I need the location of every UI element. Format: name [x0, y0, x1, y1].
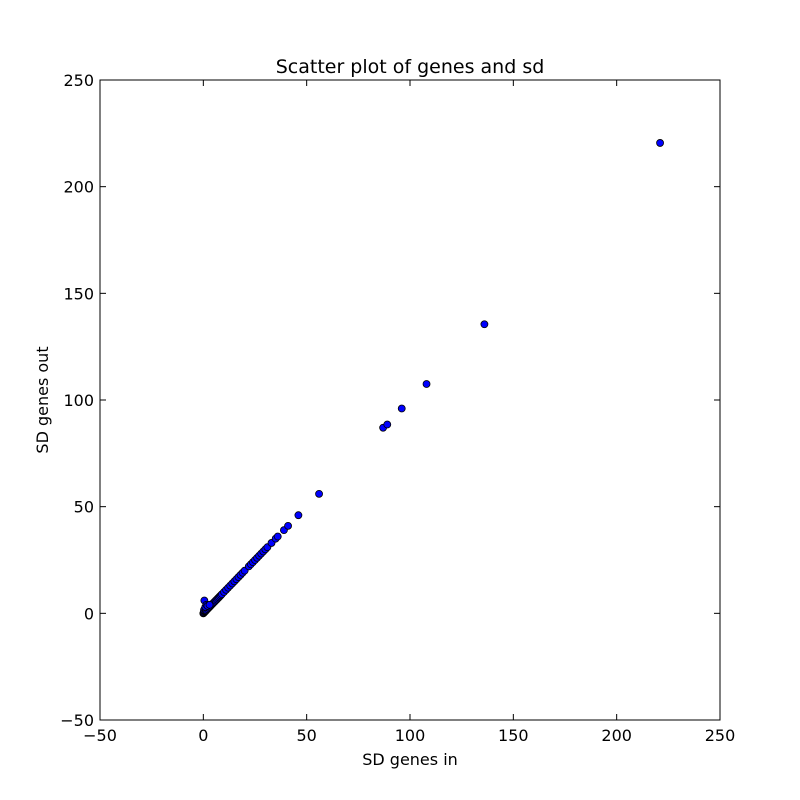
- y-tick-label: 200: [63, 178, 94, 197]
- plot-area-frame: [99, 79, 721, 721]
- data-point: [422, 380, 431, 388]
- y-tick-label: −50: [60, 711, 94, 730]
- data-point: [656, 139, 664, 147]
- y-tick-label: 250: [63, 71, 94, 90]
- data-point: [273, 532, 282, 541]
- data-point: [294, 511, 303, 520]
- y-tick-label: 150: [63, 284, 94, 303]
- data-point: [315, 489, 323, 498]
- x-tick-label: 100: [395, 726, 426, 745]
- data-point: [480, 320, 489, 329]
- x-axis-label: SD genes in: [362, 750, 458, 769]
- data-point: [205, 600, 214, 609]
- x-tick-label: 0: [198, 726, 208, 745]
- data-point: [383, 420, 392, 429]
- y-tick-label: 50: [74, 498, 94, 517]
- y-axis-label: SD genes out: [33, 346, 52, 453]
- x-tick-label: 200: [601, 726, 632, 745]
- x-tick-label: −50: [83, 726, 117, 745]
- x-tick-label: 250: [705, 726, 736, 745]
- y-tick-label: 0: [84, 604, 94, 623]
- data-point: [397, 404, 406, 413]
- data-point: [284, 521, 292, 530]
- ticks-layer: −50 0 50 100 150 200 250 −50 0 50 100 150 200 250: [60, 71, 735, 745]
- chart-title: Scatter plot of genes and sd: [276, 56, 545, 78]
- points-layer: [199, 139, 664, 618]
- x-tick-label: 150: [498, 726, 529, 745]
- x-tick-label: 50: [296, 726, 316, 745]
- y-tick-label: 100: [63, 391, 94, 410]
